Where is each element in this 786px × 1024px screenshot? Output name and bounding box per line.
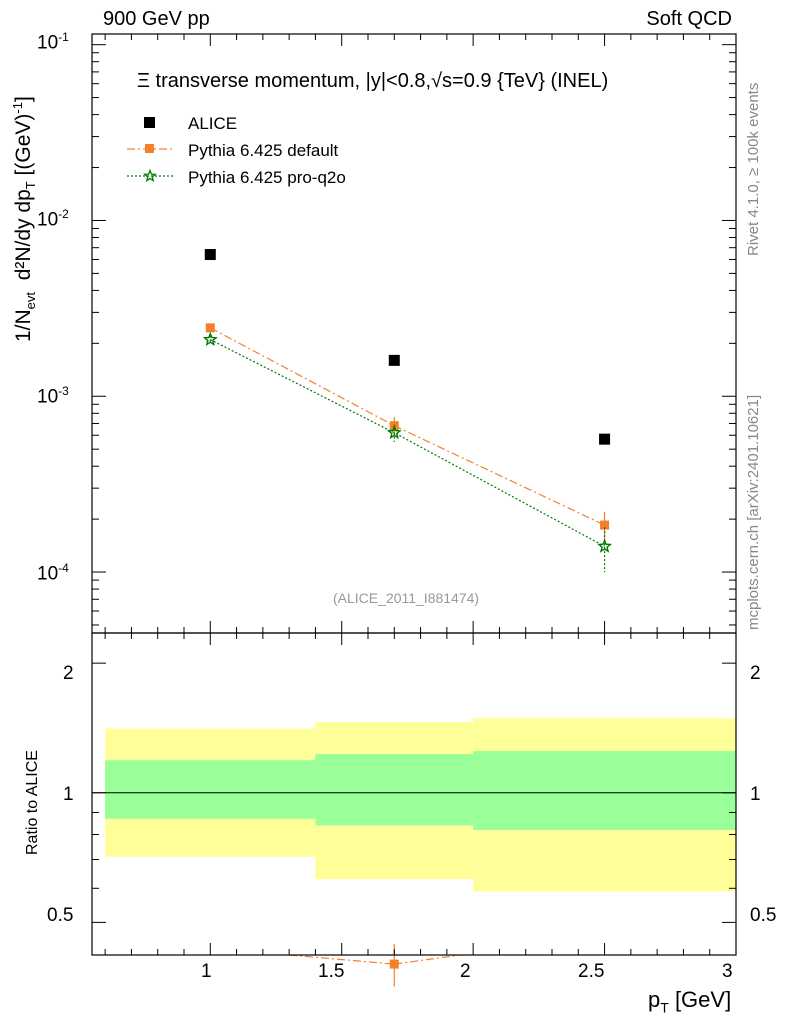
legend-label-proq2o: Pythia 6.425 pro-q2o xyxy=(188,168,346,187)
ratio-y-tick-label-1: 1 xyxy=(63,784,74,805)
y-tick-label-1e-2: 10-2 xyxy=(37,207,69,231)
rivet-version-label: Rivet 4.1.0, ≥ 100k events xyxy=(745,82,762,256)
ratio-y-axis-label: Ratio to ALICE xyxy=(24,750,41,855)
y-tick-label-1e-1: 10-1 xyxy=(37,30,69,54)
default-series-line xyxy=(210,327,605,526)
header-right-label: Soft QCD xyxy=(646,8,732,30)
header-left-label: 900 GeV pp xyxy=(103,8,210,30)
ratio-default-point xyxy=(389,959,399,969)
legend-label-default: Pythia 6.425 default xyxy=(188,141,339,160)
legend-proq2o-marker xyxy=(143,168,157,182)
ratio-y-tick-label-0.5: 0.5 xyxy=(47,905,74,926)
mcplots-label: mcplots.cern.ch [arXiv:2401.10621] xyxy=(745,394,762,630)
ratio-default-line-left xyxy=(289,954,395,965)
x-tick-label-2: 2 xyxy=(460,961,471,982)
proq2o-series-line xyxy=(210,339,605,547)
x-tick-label-2.5: 2.5 xyxy=(578,961,605,982)
ratio-y-tick-label-2: 2 xyxy=(63,663,74,684)
proq2o-point-2 xyxy=(597,538,613,553)
y-axis-label: 1/Nevt d²N/dy dpT [(GeV)-1] xyxy=(10,96,39,342)
y-tick-label-1e-3: 10-3 xyxy=(37,384,69,408)
alice-point-0 xyxy=(204,249,216,261)
ratio-default-line-right xyxy=(394,954,461,965)
alice-point-1 xyxy=(388,354,400,366)
x-tick-label-1: 1 xyxy=(201,961,212,982)
x-tick-label-3: 3 xyxy=(722,961,733,982)
ratio-plot-frame xyxy=(91,632,737,956)
legend-label-alice: ALICE xyxy=(188,114,238,133)
ratio-band-inner-2 xyxy=(473,751,736,830)
analysis-watermark: (ALICE_2011_I881474) xyxy=(333,590,480,606)
ratio-y-tick-label-right-2: 2 xyxy=(750,663,761,684)
legend-markers xyxy=(127,117,173,182)
legend-alice-marker xyxy=(144,117,155,128)
proq2o-point-0 xyxy=(202,331,218,347)
default-point-0 xyxy=(205,323,215,333)
chart-title: Ξ transverse momentum, |y|<0.8,√s=0.9 {T… xyxy=(137,70,609,92)
x-tick-label-1.5: 1.5 xyxy=(318,961,345,982)
default-point-2 xyxy=(600,520,610,530)
ratio-band-inner-1 xyxy=(315,754,474,826)
y-tick-label-1e-4: 10-4 xyxy=(37,561,69,585)
proq2o-point-1 xyxy=(386,424,402,440)
x-axis-label: pT [GeV] xyxy=(648,987,732,1016)
legend-default-marker xyxy=(145,144,154,153)
ratio-band-inner-0 xyxy=(105,760,316,819)
ratio-y-tick-label-right-0.5: 0.5 xyxy=(750,905,777,926)
ratio-y-tick-label-right-1: 1 xyxy=(750,784,761,805)
alice-point-2 xyxy=(599,433,611,445)
